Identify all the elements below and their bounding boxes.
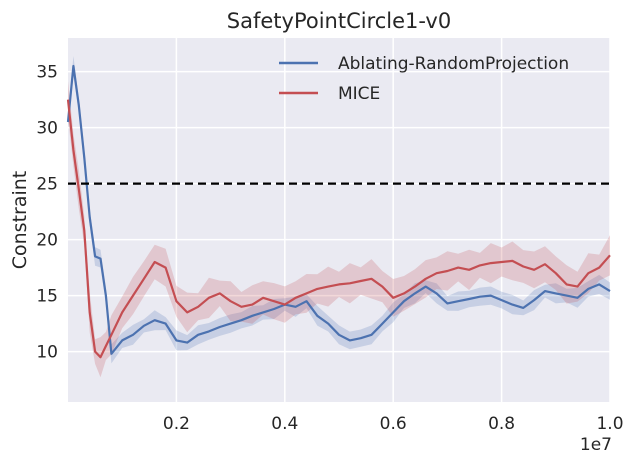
- y-tick-label: 20: [36, 231, 58, 251]
- x-tick-label: 0.8: [488, 414, 515, 434]
- series-lines: [66, 64, 611, 359]
- plot-area: [68, 38, 610, 402]
- series-line-mice: [66, 99, 611, 359]
- y-tick-label: 10: [36, 343, 58, 363]
- x-tick-label: 0.6: [380, 414, 407, 434]
- y-tick-label: 30: [36, 119, 58, 139]
- legend: Ablating-RandomProjection MICE: [279, 54, 569, 104]
- tick-labels: 0.2 0.4 0.6 0.8 1.0 10 15 20 25 30 35: [36, 63, 623, 434]
- y-axis-label: Constraint: [9, 171, 31, 270]
- series-line-ablating: [66, 64, 611, 355]
- chart-title: SafetyPointCircle1-v0: [227, 9, 451, 33]
- y-tick-label: 35: [36, 63, 58, 83]
- x-tick-label: 1.0: [596, 414, 623, 434]
- y-tick-label: 25: [36, 175, 58, 195]
- grid-lines: [68, 38, 611, 402]
- x-tick-label: 0.4: [271, 414, 298, 434]
- y-tick-label: 15: [36, 287, 58, 307]
- x-axis-offset-label: 1e7: [580, 435, 612, 455]
- x-tick-label: 0.2: [163, 414, 190, 434]
- legend-label: Ablating-RandomProjection: [338, 54, 569, 74]
- legend-label: MICE: [338, 84, 380, 104]
